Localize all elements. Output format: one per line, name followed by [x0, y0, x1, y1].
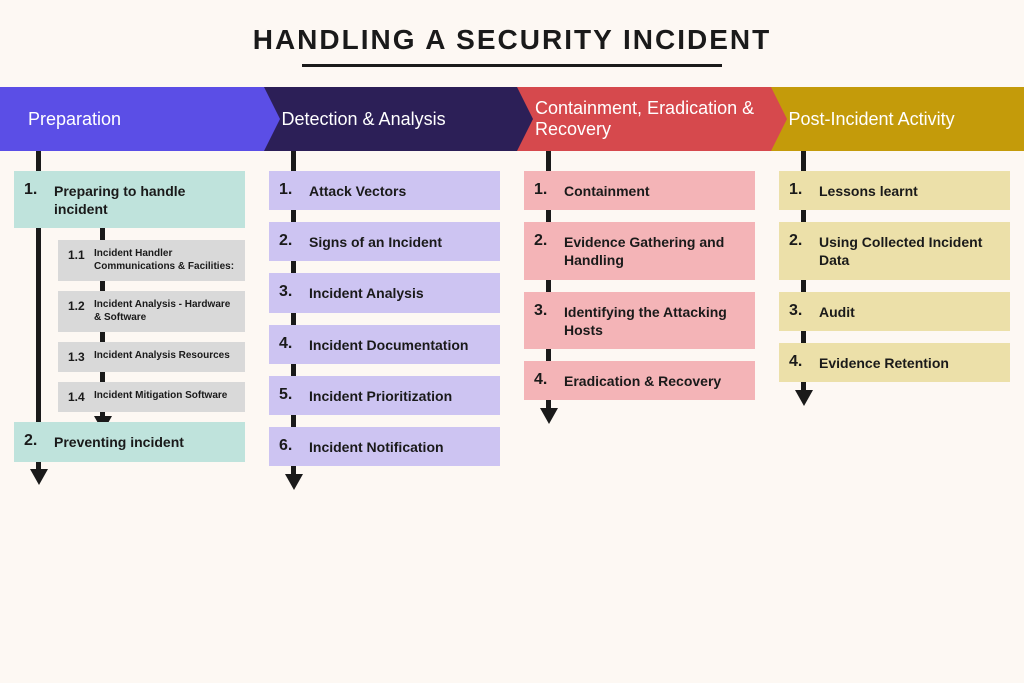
sub-item-box: 1.2Incident Analysis - Hardware & Softwa…	[58, 291, 245, 332]
page-title: HANDLING A SECURITY INCIDENT	[0, 0, 1024, 64]
phase-chevron-4: Post-Incident Activity	[755, 87, 1024, 151]
item-label: Incident Analysis	[309, 283, 424, 302]
item-number: 2.	[534, 232, 564, 250]
item-box: 2.Using Collected Incident Data	[779, 222, 1010, 279]
phase-label: Detection & Analysis	[282, 109, 446, 130]
column-2: 1.Attack Vectors 2.Signs of an Incident 3.…	[269, 171, 500, 478]
sub-item-label: Incident Handler Communications & Facili…	[94, 248, 235, 273]
item-label: Evidence Retention	[819, 353, 949, 372]
item-box: 4.Evidence Retention	[779, 343, 1010, 382]
item-box: 1.Preparing to handle incident	[14, 171, 245, 228]
item-box: 1.Containment	[524, 171, 755, 210]
item-box: 2.Signs of an Incident	[269, 222, 500, 261]
item-number: 1.	[279, 181, 309, 199]
sub-item-box: 1.3Incident Analysis Resources	[58, 342, 245, 372]
item-label: Attack Vectors	[309, 181, 406, 200]
item-label: Using Collected Incident Data	[819, 232, 998, 269]
sub-item-number: 1.4	[68, 390, 94, 404]
item-label: Eradication & Recovery	[564, 371, 721, 390]
item-box: 5.Incident Prioritization	[269, 376, 500, 415]
item-label: Audit	[819, 302, 855, 321]
item-box: 6.Incident Notification	[269, 427, 500, 466]
item-box: 3.Identifying the Attacking Hosts	[524, 292, 755, 349]
item-label: Lessons learnt	[819, 181, 918, 200]
item-number: 2.	[24, 432, 54, 450]
item-box: 3.Audit	[779, 292, 1010, 331]
item-number: 6.	[279, 437, 309, 455]
item-label: Containment	[564, 181, 650, 200]
phase-label: Post-Incident Activity	[789, 109, 955, 130]
item-label: Incident Notification	[309, 437, 444, 456]
item-number: 3.	[279, 283, 309, 301]
item-number: 3.	[789, 302, 819, 320]
phase-label: Containment, Eradication & Recovery	[535, 98, 759, 139]
item-label: Signs of an Incident	[309, 232, 442, 251]
column-4: 1.Lessons learnt 2.Using Collected Incide…	[779, 171, 1010, 478]
phases-bar: Preparation Detection & Analysis Containme…	[0, 87, 1024, 151]
column-3: 1.Containment 2.Evidence Gathering and Ha…	[524, 171, 755, 478]
sub-item-box: 1.4Incident Mitigation Software	[58, 382, 245, 412]
phase-chevron-1: Preparation	[0, 87, 264, 151]
item-number: 1.	[24, 181, 54, 199]
sub-item-label: Incident Analysis - Hardware & Software	[94, 299, 235, 324]
sub-item-label: Incident Analysis Resources	[94, 350, 230, 363]
item-number: 4.	[534, 371, 564, 389]
item-box: 3.Incident Analysis	[269, 273, 500, 312]
item-number: 4.	[789, 353, 819, 371]
columns-container: 1.Preparing to handle incident1.1Inciden…	[0, 171, 1024, 478]
item-label: Incident Prioritization	[309, 386, 452, 405]
item-number: 1.	[789, 181, 819, 199]
item-box: 2.Preventing incident	[14, 422, 245, 461]
item-label: Incident Documentation	[309, 335, 468, 354]
item-number: 1.	[534, 181, 564, 199]
item-box: 1.Lessons learnt	[779, 171, 1010, 210]
sub-item-number: 1.2	[68, 299, 94, 313]
sub-item-number: 1.1	[68, 248, 94, 262]
sub-item-number: 1.3	[68, 350, 94, 364]
column-1: 1.Preparing to handle incident1.1Inciden…	[14, 171, 245, 478]
title-underline	[302, 64, 722, 67]
item-number: 2.	[279, 232, 309, 250]
item-number: 3.	[534, 302, 564, 320]
item-label: Evidence Gathering and Handling	[564, 232, 743, 269]
item-box: 4.Incident Documentation	[269, 325, 500, 364]
sub-item-label: Incident Mitigation Software	[94, 390, 227, 403]
item-number: 2.	[789, 232, 819, 250]
phase-chevron-3: Containment, Eradication & Recovery	[501, 87, 771, 151]
item-number: 5.	[279, 386, 309, 404]
phase-chevron-2: Detection & Analysis	[248, 87, 518, 151]
item-label: Identifying the Attacking Hosts	[564, 302, 743, 339]
item-box: 2.Evidence Gathering and Handling	[524, 222, 755, 279]
item-box: 4.Eradication & Recovery	[524, 361, 755, 400]
sub-item-box: 1.1Incident Handler Communications & Fac…	[58, 240, 245, 281]
item-label: Preventing incident	[54, 432, 184, 451]
item-label: Preparing to handle incident	[54, 181, 233, 218]
item-number: 4.	[279, 335, 309, 353]
item-box: 1.Attack Vectors	[269, 171, 500, 210]
phase-label: Preparation	[28, 109, 121, 130]
